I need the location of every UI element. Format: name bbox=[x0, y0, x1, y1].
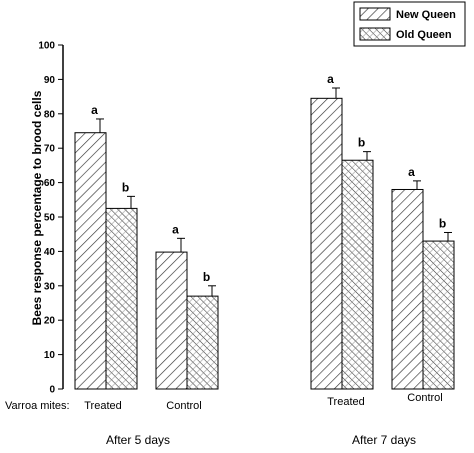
significance-label: b bbox=[358, 136, 365, 150]
y-tick-label: 30 bbox=[44, 281, 56, 292]
y-tick-label: 60 bbox=[44, 178, 56, 189]
bar bbox=[310, 97, 343, 390]
bar bbox=[74, 132, 107, 390]
y-tick-label: 20 bbox=[44, 316, 56, 327]
legend-label: New Queen bbox=[396, 9, 456, 21]
legend-swatch bbox=[359, 7, 391, 21]
y-axis-label: Bees response percentage to brood cells bbox=[30, 90, 44, 325]
legend-label: Old Queen bbox=[396, 29, 452, 41]
significance-label: a bbox=[408, 165, 415, 179]
bar bbox=[341, 159, 374, 390]
group-label: After 7 days bbox=[352, 433, 416, 447]
y-tick-label: 100 bbox=[38, 41, 55, 52]
legend-swatch bbox=[359, 27, 391, 41]
bar bbox=[105, 207, 138, 390]
category-label: Control bbox=[166, 400, 201, 412]
bar bbox=[186, 295, 219, 390]
category-label: Treated bbox=[84, 400, 122, 412]
significance-label: b bbox=[439, 216, 446, 230]
category-label: Control bbox=[407, 392, 442, 404]
significance-label: a bbox=[327, 72, 334, 86]
category-label: Treated bbox=[327, 396, 365, 408]
legend: New Queen Old Queen bbox=[353, 1, 466, 47]
group-label: After 5 days bbox=[106, 433, 170, 447]
significance-label: a bbox=[91, 103, 98, 117]
significance-label: a bbox=[172, 222, 179, 236]
y-tick-label: 0 bbox=[49, 385, 55, 396]
bar bbox=[155, 251, 188, 390]
x-axis: Treated Control Treated Control After 5 days… bbox=[84, 392, 442, 447]
row-label: Varroa mites: bbox=[5, 400, 70, 412]
y-tick-label: 50 bbox=[44, 213, 56, 224]
y-tick-label: 10 bbox=[44, 350, 56, 361]
significance-label: b bbox=[122, 180, 129, 194]
y-tick-label: 40 bbox=[44, 247, 56, 258]
y-tick-label: 90 bbox=[44, 75, 56, 86]
y-tick-label: 80 bbox=[44, 109, 56, 120]
bars: a a a a b b b b bbox=[74, 72, 455, 390]
y-tick-label: 70 bbox=[44, 144, 56, 155]
y-axis: 0 10 20 30 40 50 60 70 80 90 100 bbox=[38, 41, 64, 396]
bar bbox=[391, 188, 424, 390]
bar bbox=[422, 240, 455, 390]
significance-label: b bbox=[203, 270, 210, 284]
